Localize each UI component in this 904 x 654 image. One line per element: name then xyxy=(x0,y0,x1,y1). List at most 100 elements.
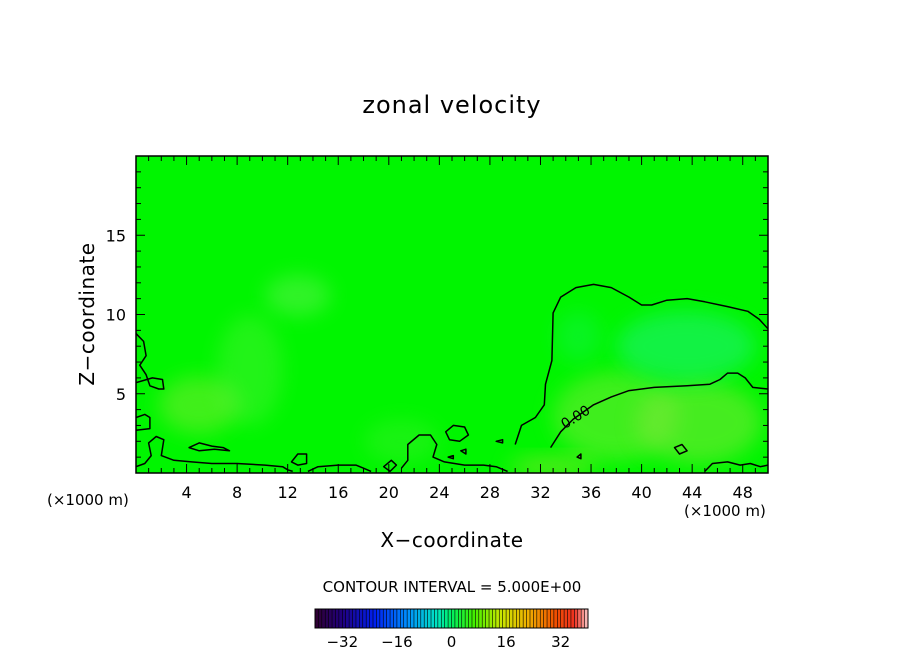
colorbar-swatch xyxy=(332,609,336,628)
x-unit-right: (×1000 m) xyxy=(684,502,766,520)
x-tick-label: 24 xyxy=(429,483,449,502)
colorbar-swatch xyxy=(577,609,582,628)
colorbar-swatch xyxy=(448,609,452,628)
contour-line-9 xyxy=(400,434,508,473)
shading-patch-7 xyxy=(363,419,440,464)
colorbar-swatch xyxy=(516,609,521,628)
colorbar-swatch xyxy=(499,609,503,628)
contour-line-1 xyxy=(549,372,768,449)
contour-line-8 xyxy=(382,459,398,473)
shading-patch-4 xyxy=(635,381,762,464)
colorbar-swatch xyxy=(325,609,329,628)
colorbar-swatch xyxy=(581,609,585,628)
colorbar-swatch xyxy=(468,609,473,628)
contour-line-6 xyxy=(290,453,308,466)
colorbar-swatch xyxy=(489,609,493,628)
contour-line-11 xyxy=(460,448,467,455)
colorbar-swatch xyxy=(564,609,568,628)
colorbar-swatch xyxy=(444,609,449,628)
y-tick-labels: 5 10 15 xyxy=(106,226,126,404)
x-tick-label: 8 xyxy=(232,483,242,502)
colorbar-swatch xyxy=(427,609,432,628)
colorbar-swatch xyxy=(386,609,391,628)
colorbar-swatch xyxy=(570,609,575,628)
colorbar-swatch xyxy=(547,609,551,628)
colorbar-swatch xyxy=(349,609,353,628)
colorbar-swatch xyxy=(523,609,527,628)
shading-patch-6 xyxy=(555,311,602,363)
colorbar-swatch xyxy=(536,609,541,628)
colorbar-swatch xyxy=(519,609,524,628)
colorbar-swatch xyxy=(342,609,347,628)
colorbar-swatch xyxy=(338,609,343,628)
colorbar-tick-label: 32 xyxy=(551,633,570,651)
colorbar-swatch xyxy=(458,609,463,628)
colorbar-swatch xyxy=(529,609,534,628)
axis-ticks xyxy=(136,156,768,473)
colorbar xyxy=(314,608,589,629)
y-tick-label: 5 xyxy=(116,385,126,404)
x-tick-label: 28 xyxy=(480,483,500,502)
x-tick-label: 44 xyxy=(682,483,702,502)
colorbar-swatch xyxy=(362,609,367,628)
zero-contours xyxy=(136,283,768,473)
colorbar-swatch xyxy=(379,609,384,628)
colorbar-swatch xyxy=(359,609,364,628)
x-tick-label: 4 xyxy=(181,483,191,502)
colorbar-swatch xyxy=(526,609,531,628)
colorbar-swatch xyxy=(454,609,459,628)
colorbar-swatch xyxy=(352,609,357,628)
contour-line-5 xyxy=(188,442,231,452)
colorbar-swatch xyxy=(437,609,442,628)
colorbar-swatch xyxy=(393,609,398,628)
contour-line-2 xyxy=(136,332,165,390)
colorbar-swatch xyxy=(383,609,387,628)
colorbar-swatch xyxy=(369,609,374,628)
colorbar-swatch xyxy=(315,609,319,628)
colorbar-tick-label: 0 xyxy=(447,633,457,651)
colorbar-swatch xyxy=(451,609,456,628)
plot-frame xyxy=(135,155,769,474)
colorbar-swatch xyxy=(407,609,411,628)
colorbar-swatch xyxy=(557,609,561,628)
colorbar-swatch xyxy=(318,609,323,628)
colorbar-tick-label: 16 xyxy=(497,633,516,651)
colorbar-swatch xyxy=(328,609,333,628)
contour-line-14 xyxy=(576,453,582,460)
colorbar-swatch xyxy=(465,609,469,628)
contour-line-10 xyxy=(444,424,470,443)
colorbar-swatch xyxy=(403,609,408,628)
colorbar-swatch xyxy=(335,609,340,628)
colorbar-swatch xyxy=(321,609,326,628)
colorbar-swatch xyxy=(355,609,360,628)
x-tick-label: 16 xyxy=(328,483,348,502)
chart-title: zonal velocity xyxy=(362,91,541,119)
colorbar-swatch xyxy=(506,609,510,628)
colorbar-tick-label: −32 xyxy=(326,633,358,651)
contour-line-13 xyxy=(495,438,504,444)
colorbar-swatch xyxy=(431,609,435,628)
contour-line-16 xyxy=(704,461,768,472)
shading-patch-8 xyxy=(508,457,598,473)
colorbar-swatch xyxy=(543,609,548,628)
contour-interval-label: CONTOUR INTERVAL = 5.000E+00 xyxy=(323,578,582,596)
colorbar-swatch xyxy=(533,609,538,628)
contour-line-15 xyxy=(673,443,688,455)
x-tick-label: 32 xyxy=(530,483,550,502)
shading-patch-5 xyxy=(616,311,756,382)
x-tick-labels: 4 8 12 16 20 24 28 32 36 40 44 48 xyxy=(181,483,752,502)
colorbar-swatch xyxy=(396,609,401,628)
colorbar-swatch xyxy=(420,609,425,628)
colorbar-swatch xyxy=(540,609,544,628)
y-axis-label: Z−coordinate xyxy=(75,242,99,385)
colorbar-swatch xyxy=(373,609,377,628)
colorbar-swatch xyxy=(424,609,428,628)
colorbar-swatch xyxy=(567,609,572,628)
colorbar-swatch xyxy=(492,609,497,628)
colorbar-swatch xyxy=(366,609,370,628)
colorbar-swatch xyxy=(434,609,439,628)
shading-patch-0 xyxy=(264,274,331,317)
colorbar-swatch xyxy=(584,609,589,628)
y-tick-label: 15 xyxy=(106,226,126,245)
